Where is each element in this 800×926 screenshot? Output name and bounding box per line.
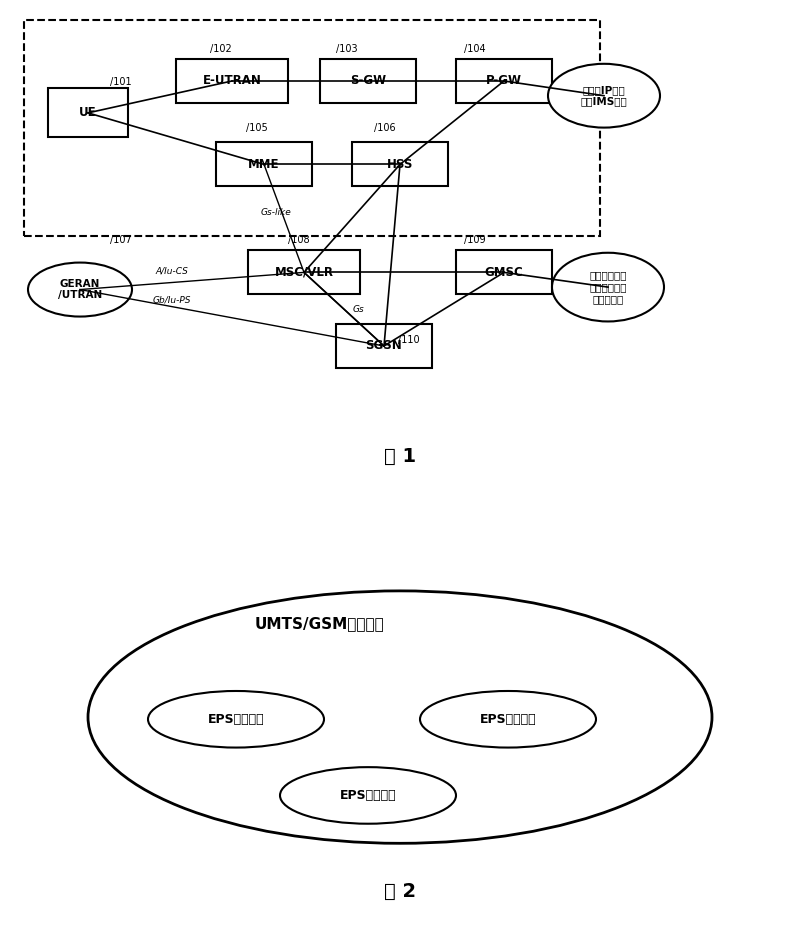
- Ellipse shape: [280, 767, 456, 824]
- Text: UMTS/GSM覆盖区域: UMTS/GSM覆盖区域: [255, 616, 385, 631]
- FancyBboxPatch shape: [320, 59, 416, 103]
- Ellipse shape: [148, 691, 324, 747]
- Text: P-GW: P-GW: [486, 74, 522, 87]
- Text: Gs-like: Gs-like: [261, 207, 291, 217]
- Text: E-UTRAN: E-UTRAN: [202, 74, 262, 87]
- Text: 图 1: 图 1: [384, 447, 416, 466]
- Text: /108: /108: [288, 234, 310, 244]
- FancyBboxPatch shape: [248, 250, 360, 294]
- Ellipse shape: [88, 591, 712, 844]
- Text: /110: /110: [398, 334, 420, 344]
- Text: /106: /106: [374, 122, 396, 132]
- FancyBboxPatch shape: [456, 250, 552, 294]
- FancyBboxPatch shape: [176, 59, 288, 103]
- Text: EPS覆盖区域: EPS覆盖区域: [480, 713, 536, 726]
- FancyBboxPatch shape: [352, 143, 448, 186]
- Ellipse shape: [28, 263, 132, 317]
- Text: /103: /103: [336, 44, 358, 54]
- FancyBboxPatch shape: [456, 59, 552, 103]
- Text: GMSC: GMSC: [485, 266, 523, 279]
- FancyBboxPatch shape: [216, 143, 312, 186]
- Text: /101: /101: [110, 78, 132, 87]
- Ellipse shape: [552, 253, 664, 321]
- Text: 运营商IP网络
（如IMS等）: 运营商IP网络 （如IMS等）: [581, 85, 627, 106]
- Text: /109: /109: [464, 234, 486, 244]
- Text: 其他网络（固
定电话网、其
他移动网）: 其他网络（固 定电话网、其 他移动网）: [590, 270, 626, 304]
- Text: MSC/VLR: MSC/VLR: [274, 266, 334, 279]
- Ellipse shape: [420, 691, 596, 747]
- Text: /105: /105: [246, 122, 268, 132]
- Text: /107: /107: [110, 234, 132, 244]
- Text: UE: UE: [79, 106, 97, 119]
- Text: EPS覆盖区域: EPS覆盖区域: [340, 789, 396, 802]
- Text: EPS覆盖区域: EPS覆盖区域: [208, 713, 264, 726]
- Text: S-GW: S-GW: [350, 74, 386, 87]
- Text: Gs: Gs: [353, 305, 364, 314]
- Text: /104: /104: [464, 44, 486, 54]
- Text: /102: /102: [210, 44, 231, 54]
- Text: A/Iu-CS: A/Iu-CS: [155, 267, 189, 275]
- Ellipse shape: [548, 64, 660, 128]
- Text: SGSN: SGSN: [366, 340, 402, 353]
- FancyBboxPatch shape: [336, 324, 432, 368]
- Text: 图 2: 图 2: [384, 882, 416, 901]
- FancyBboxPatch shape: [48, 88, 128, 137]
- Text: GERAN
/UTRAN: GERAN /UTRAN: [58, 279, 102, 300]
- Text: Gb/Iu-PS: Gb/Iu-PS: [153, 296, 191, 305]
- Text: HSS: HSS: [387, 158, 413, 171]
- Text: MME: MME: [248, 158, 280, 171]
